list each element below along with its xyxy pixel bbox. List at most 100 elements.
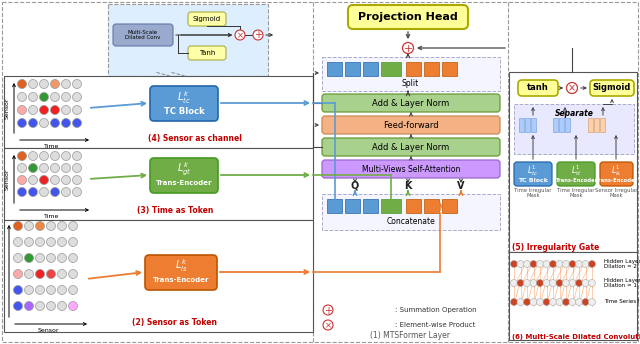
Bar [327, 62, 342, 76]
Bar [509, 72, 637, 252]
FancyBboxPatch shape [322, 116, 500, 134]
Text: ×: × [324, 321, 332, 330]
Circle shape [58, 237, 67, 247]
Text: V: V [457, 181, 465, 191]
Circle shape [582, 299, 589, 305]
FancyBboxPatch shape [600, 162, 633, 186]
Circle shape [68, 254, 77, 262]
Text: Hidden Layer 1
Dilation = 1: Hidden Layer 1 Dilation = 1 [604, 278, 640, 288]
Circle shape [530, 260, 537, 268]
Circle shape [550, 299, 557, 305]
Circle shape [563, 260, 570, 268]
Circle shape [543, 299, 550, 305]
Text: Sigmoid: Sigmoid [193, 16, 221, 22]
Circle shape [589, 260, 595, 268]
Text: $L_{tt}^1$: $L_{tt}^1$ [571, 163, 581, 179]
Circle shape [566, 83, 577, 94]
FancyBboxPatch shape [518, 80, 558, 96]
Text: $L_{ls}^1$: $L_{ls}^1$ [611, 163, 621, 179]
Circle shape [51, 151, 60, 161]
Circle shape [35, 222, 45, 230]
Circle shape [530, 299, 537, 305]
Text: Time Irregular
Mask: Time Irregular Mask [515, 187, 552, 198]
Circle shape [58, 222, 67, 230]
Circle shape [563, 299, 570, 305]
Circle shape [536, 279, 543, 287]
Text: Trans-Encoder: Trans-Encoder [555, 179, 597, 183]
Circle shape [29, 151, 38, 161]
Circle shape [40, 163, 49, 172]
Text: TC Block: TC Block [518, 179, 548, 183]
FancyBboxPatch shape [322, 138, 500, 156]
Circle shape [61, 106, 70, 115]
Text: $L_{tc}^1$: $L_{tc}^1$ [527, 163, 539, 179]
Circle shape [68, 237, 77, 247]
Circle shape [35, 286, 45, 294]
Circle shape [29, 187, 38, 196]
Circle shape [51, 118, 60, 128]
Text: ×: × [237, 31, 243, 40]
Bar [424, 199, 439, 213]
Circle shape [47, 301, 56, 311]
FancyBboxPatch shape [322, 94, 500, 112]
Circle shape [61, 151, 70, 161]
Text: Sensor Irregular
Mask: Sensor Irregular Mask [595, 187, 637, 198]
Circle shape [17, 151, 26, 161]
Text: Projection Head: Projection Head [358, 12, 458, 22]
Circle shape [17, 118, 26, 128]
Circle shape [51, 175, 60, 184]
Circle shape [543, 279, 550, 287]
Circle shape [24, 237, 33, 247]
Circle shape [29, 175, 38, 184]
FancyBboxPatch shape [322, 160, 500, 178]
Circle shape [29, 93, 38, 101]
FancyBboxPatch shape [557, 162, 595, 186]
Circle shape [511, 260, 518, 268]
Circle shape [253, 30, 263, 40]
Circle shape [68, 222, 77, 230]
Text: Time Irregular
Mask: Time Irregular Mask [557, 187, 595, 198]
Bar [525, 118, 530, 132]
Circle shape [58, 301, 67, 311]
Text: Feed-forward: Feed-forward [383, 120, 439, 129]
Bar [4, 148, 313, 220]
Circle shape [24, 286, 33, 294]
Circle shape [524, 260, 531, 268]
Circle shape [403, 43, 413, 54]
Text: : Element-wise Product: : Element-wise Product [395, 322, 476, 328]
Bar [406, 62, 421, 76]
Bar [108, 4, 268, 76]
Bar [381, 62, 401, 76]
Text: Hidden Layer 2
Dilation = 2: Hidden Layer 2 Dilation = 2 [604, 259, 640, 269]
Circle shape [524, 279, 531, 287]
Circle shape [61, 163, 70, 172]
Circle shape [13, 254, 22, 262]
Text: Q: Q [351, 181, 359, 191]
Bar [381, 199, 401, 213]
Text: $L_{gt}^k$: $L_{gt}^k$ [177, 160, 191, 178]
Circle shape [35, 301, 45, 311]
Circle shape [40, 175, 49, 184]
Circle shape [61, 118, 70, 128]
Circle shape [68, 269, 77, 279]
Circle shape [517, 260, 524, 268]
FancyBboxPatch shape [590, 80, 634, 96]
Circle shape [40, 151, 49, 161]
Circle shape [72, 93, 81, 101]
Circle shape [58, 286, 67, 294]
FancyBboxPatch shape [188, 12, 226, 26]
Text: Sensor: Sensor [4, 168, 10, 190]
Text: Trans-Encoder: Trans-Encoder [595, 179, 637, 183]
Text: (5) Irregularity Gate: (5) Irregularity Gate [512, 244, 599, 252]
Text: tanh: tanh [527, 84, 549, 93]
Bar [406, 199, 421, 213]
Circle shape [589, 299, 595, 305]
FancyBboxPatch shape [145, 255, 217, 290]
Circle shape [68, 286, 77, 294]
Text: TC Block: TC Block [164, 107, 204, 117]
Text: Multi-Views Self-Attention: Multi-Views Self-Attention [362, 164, 460, 173]
Circle shape [40, 118, 49, 128]
Circle shape [72, 106, 81, 115]
Circle shape [72, 163, 81, 172]
Circle shape [511, 279, 518, 287]
